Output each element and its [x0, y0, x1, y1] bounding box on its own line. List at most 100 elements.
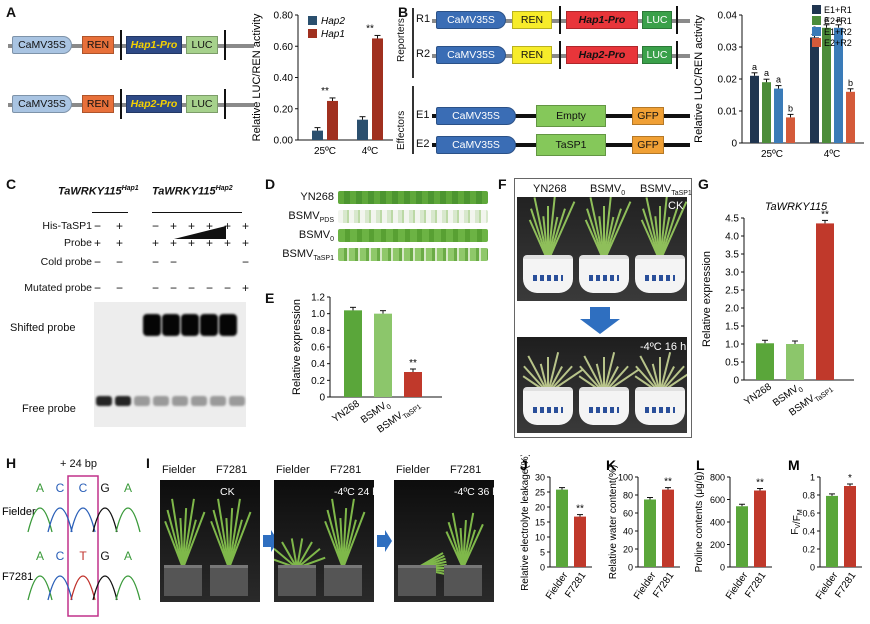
base-letter: C	[56, 549, 65, 563]
emsa-mark: +	[242, 281, 250, 295]
free-band	[134, 396, 150, 406]
y-tick-label: 40	[623, 527, 633, 537]
leaf-strip	[338, 210, 488, 223]
shifted-band	[200, 314, 218, 336]
luc-gene: LUC	[642, 11, 672, 29]
y-tick-label: 20	[535, 503, 545, 513]
legend-swatch	[812, 38, 821, 47]
sig-mark: **	[409, 358, 417, 369]
emsa-row-label: Cold probe	[40, 256, 92, 268]
photo-label-left: Fielder	[162, 464, 196, 476]
panel-label-h: H	[6, 455, 17, 471]
plant-pot	[523, 387, 573, 425]
camv35s-promoter: CaMV35S	[436, 46, 506, 64]
legend-label: E2+R2	[824, 38, 852, 48]
y-tick-label: 4.5	[725, 214, 739, 225]
pot-pattern	[645, 275, 675, 281]
shifted-probe-label: Shifted probe	[10, 322, 76, 334]
y-tick-label: 0.6	[311, 343, 325, 354]
plant-pot	[324, 565, 362, 596]
chart-b: 0 0.01 0.02 0.03 0.04 Relative LUC/REN activi…	[693, 5, 864, 160]
bar-F7281	[662, 489, 674, 567]
y-tick-label: 0.2	[802, 545, 815, 555]
y-tick-label: 0.20	[274, 104, 294, 115]
photo-label-right: F7281	[450, 464, 482, 476]
y-tick-label: 0.40	[274, 73, 294, 84]
y-tick-label: 0.60	[274, 42, 294, 53]
sig-letter: a	[836, 14, 841, 24]
bar-F7281	[574, 516, 586, 567]
ren-gene: REN	[512, 11, 552, 29]
plant-leaf	[603, 206, 605, 261]
f-cold-label: -4ºC 16 h	[640, 341, 687, 353]
trace-label: F7281	[2, 571, 33, 583]
sig-mark: *	[848, 473, 852, 484]
bar-E1+R1	[750, 75, 759, 143]
free-band	[153, 396, 169, 406]
sig-letter: a	[752, 62, 757, 72]
y-tick-label: 0	[319, 393, 325, 404]
y-tick-label: 3.0	[725, 268, 739, 279]
emsa-mark: +	[116, 236, 124, 250]
emsa-mark: −	[170, 255, 178, 269]
emsa-mark: −	[242, 255, 250, 269]
leaf-strip	[338, 248, 488, 261]
legend-swatch	[308, 29, 317, 38]
photo-i	[274, 480, 374, 602]
plant-leaf	[659, 206, 661, 261]
emsa-row-label: His-TaSP1	[42, 220, 92, 232]
legend-label: E2+R1	[824, 16, 852, 26]
free-band	[115, 396, 131, 406]
panel-label-d: D	[265, 176, 276, 192]
y-tick-label: 4.0	[725, 232, 739, 243]
y-tick-label: 0.04	[718, 11, 738, 22]
y-tick-label: 1	[810, 473, 815, 483]
y-axis-label: Relative LUC/REN activity	[251, 13, 263, 141]
y-tick-label: 0.01	[718, 107, 738, 118]
x-tick-label: 4ºC	[824, 149, 840, 160]
y-tick-label: 800	[710, 473, 725, 483]
f-header-bsmv0: BSMV0	[590, 183, 626, 198]
y-tick-label: 25	[535, 488, 545, 498]
chart-a: 0.00 0.20 0.40 0.60 0.80 Relative LUC/REN act…	[251, 11, 393, 157]
y-tick-label: 80	[623, 491, 633, 501]
legend-swatch	[308, 16, 317, 25]
effector-id: E1	[416, 109, 430, 121]
y-tick-label: 10	[535, 533, 545, 543]
y-tick-label: 0.80	[274, 11, 294, 22]
emsa-mark: −	[152, 255, 160, 269]
hap1-promoter: Hap1-Pro	[126, 36, 182, 54]
y-tick-label: 0	[540, 563, 545, 573]
x-tick-label: YN268	[742, 381, 774, 408]
emsa-mark: +	[206, 236, 214, 250]
base-letter: C	[79, 481, 88, 495]
free-band	[229, 396, 245, 406]
emsa-gel	[94, 302, 246, 427]
effectors-label: Effectors	[396, 110, 407, 150]
y-tick-label: 0	[733, 376, 739, 387]
y-tick-label: 1.2	[311, 293, 325, 304]
bar-F7281	[754, 490, 766, 567]
panel-label-a: A	[6, 4, 17, 20]
y-tick-label: 30	[535, 473, 545, 483]
y-tick-label: 0.4	[311, 359, 325, 370]
bar-E2+R2	[786, 117, 795, 143]
y-tick-label: 5	[540, 548, 545, 558]
leaf-row-label: BSMV0	[298, 229, 334, 244]
right-arrow-icon	[377, 530, 392, 552]
emsa-mark: +	[242, 219, 250, 233]
sig-mark: **	[664, 477, 672, 488]
photo-label-left: Fielder	[276, 464, 310, 476]
emsa-mark: +	[188, 219, 196, 233]
y-axis-label: Relative LUC/REN activity	[693, 15, 705, 143]
photo-f-ck	[517, 197, 687, 301]
emsa-mark: +	[116, 219, 124, 233]
reporter-id: R1	[416, 13, 431, 25]
bar-E1+R2	[834, 27, 843, 143]
luc-gene: LUC	[186, 95, 218, 113]
legend-swatch	[812, 27, 821, 36]
emsa-mark: +	[152, 236, 160, 250]
ren-gene: REN	[82, 95, 114, 113]
down-arrow-icon	[580, 307, 620, 334]
bar-Fielder	[826, 495, 838, 567]
